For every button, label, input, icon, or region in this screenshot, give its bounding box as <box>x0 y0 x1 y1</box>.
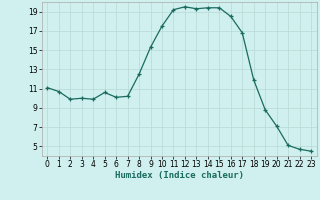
X-axis label: Humidex (Indice chaleur): Humidex (Indice chaleur) <box>115 171 244 180</box>
